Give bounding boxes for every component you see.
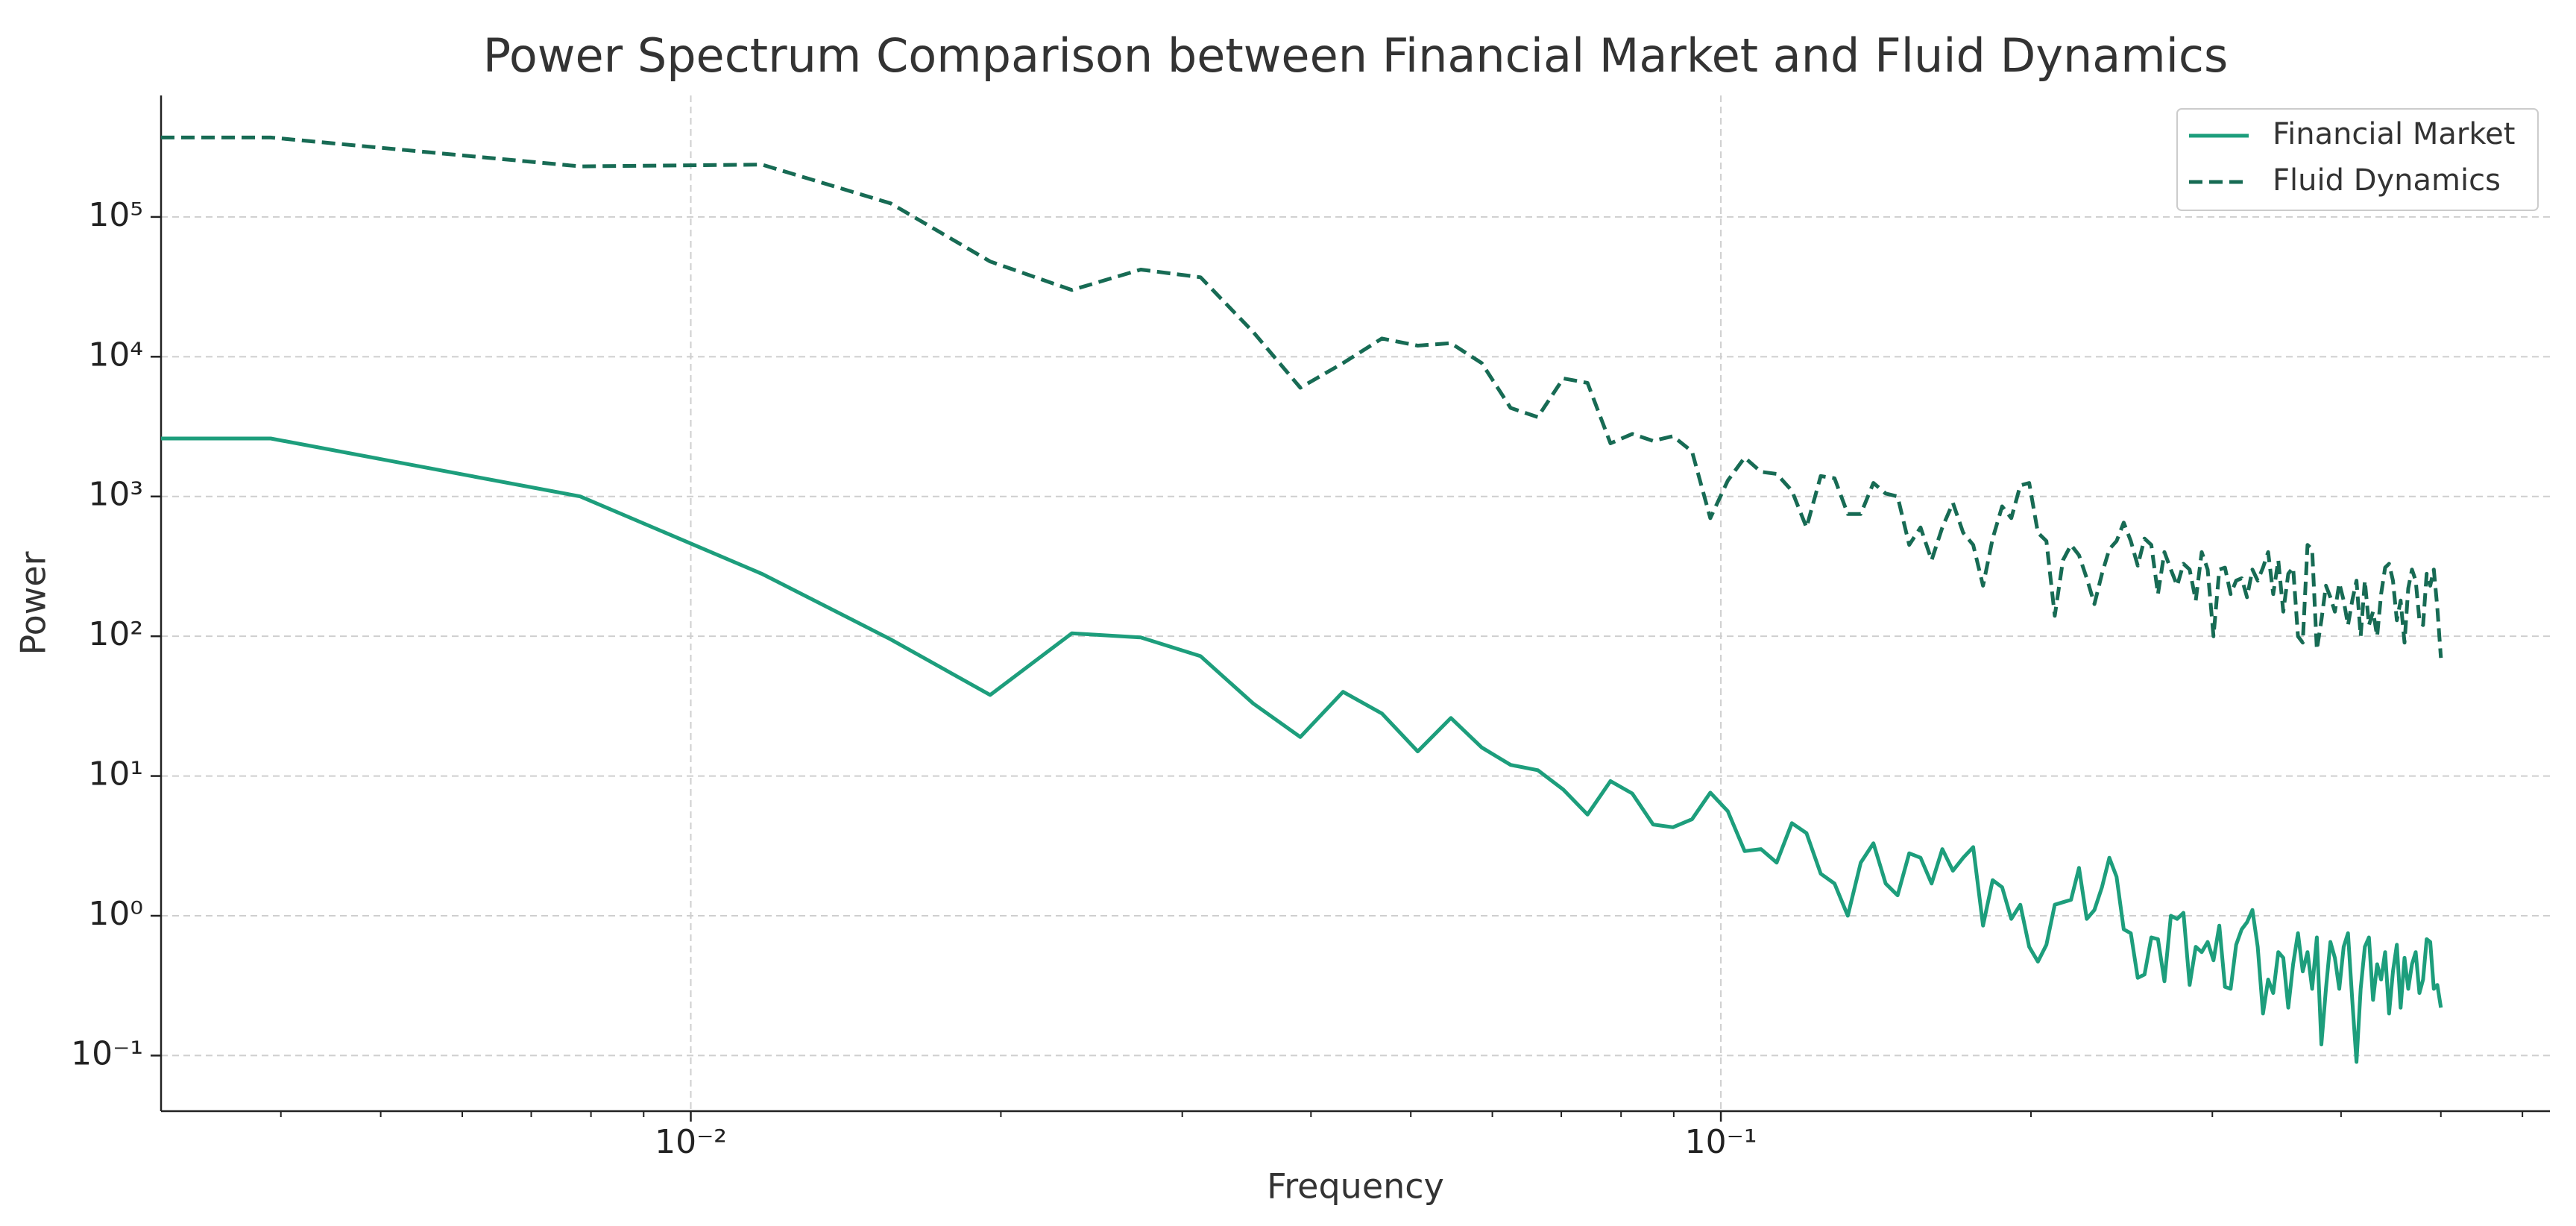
chart-title: Power Spectrum Comparison between Financ…: [483, 28, 2229, 83]
y-tick-label: 10¹: [88, 755, 143, 793]
y-axis-label: Power: [13, 551, 54, 655]
legend: Financial Market Fluid Dynamics: [2176, 108, 2539, 211]
y-tick-label: 10²: [88, 615, 143, 653]
y-tick-label: 10⁵: [88, 196, 143, 234]
y-tick-label: 10⁴: [88, 336, 143, 374]
x-axis-label: Frequency: [1267, 1166, 1444, 1207]
legend-label: Financial Market: [2273, 117, 2515, 151]
line-series: [161, 436, 2443, 1064]
legend-box: [2176, 108, 2539, 211]
legend-label: Fluid Dynamics: [2273, 163, 2501, 198]
line-series: [161, 135, 2443, 658]
x-tick-label: 10⁻²: [655, 1123, 727, 1161]
y-tick-label: 10⁻¹: [71, 1034, 143, 1072]
y-tick-label: 10⁰: [88, 895, 143, 933]
x-tick-label: 10⁻¹: [1685, 1123, 1757, 1161]
y-tick-label: 10³: [88, 476, 143, 514]
